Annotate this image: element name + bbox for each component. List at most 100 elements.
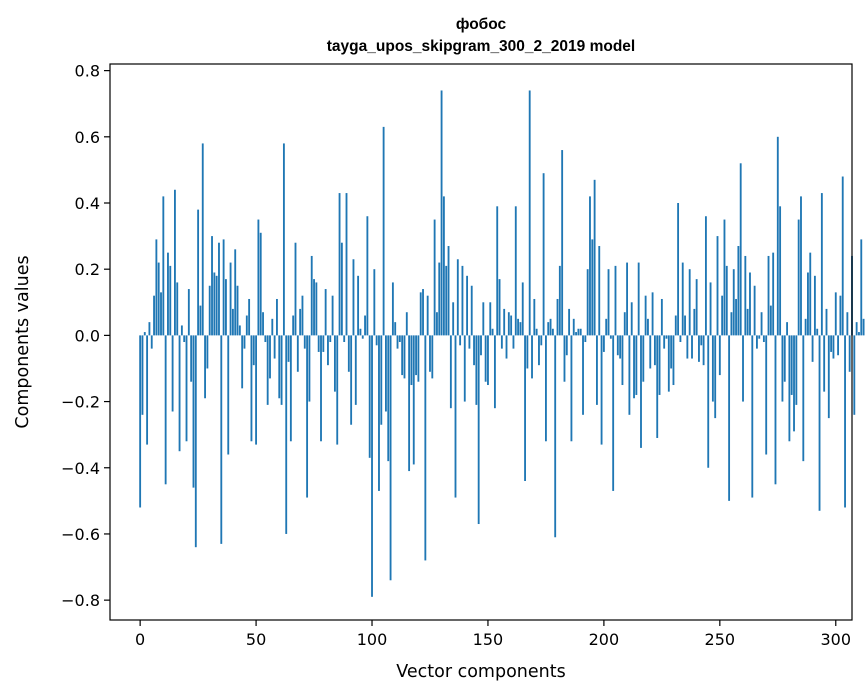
bar xyxy=(642,335,645,382)
bar xyxy=(554,335,557,538)
bar xyxy=(841,176,844,336)
bar xyxy=(375,335,378,346)
bar xyxy=(248,298,251,336)
bar xyxy=(614,265,617,336)
bar xyxy=(473,335,475,366)
bar xyxy=(551,328,554,336)
bar xyxy=(347,335,350,372)
bar xyxy=(769,305,772,336)
bar xyxy=(252,335,255,366)
bar xyxy=(255,335,257,445)
bar xyxy=(526,335,529,369)
bar xyxy=(802,335,805,462)
bar xyxy=(183,335,186,342)
bar xyxy=(702,335,705,366)
bar xyxy=(635,335,638,395)
bar xyxy=(266,335,269,405)
bar xyxy=(139,335,142,508)
bar xyxy=(707,335,710,468)
bar xyxy=(698,335,700,362)
bar xyxy=(310,255,313,336)
bar xyxy=(827,335,830,419)
bar xyxy=(456,259,459,336)
bar xyxy=(545,335,547,442)
bar xyxy=(737,246,740,336)
bar xyxy=(336,335,339,445)
bar xyxy=(373,269,376,336)
bar xyxy=(389,335,392,581)
bar xyxy=(809,252,812,336)
bar xyxy=(378,335,380,491)
bar xyxy=(862,318,865,336)
bar xyxy=(259,232,262,336)
bar xyxy=(352,259,355,336)
bar xyxy=(691,335,693,359)
bar xyxy=(364,315,366,336)
bar xyxy=(797,219,800,336)
bar xyxy=(141,335,144,415)
bar xyxy=(410,335,413,386)
bar xyxy=(287,335,290,362)
bar xyxy=(744,255,747,336)
bar xyxy=(459,335,462,346)
bar xyxy=(616,335,619,356)
y-tick-label: 0.2 xyxy=(75,260,100,279)
bar xyxy=(408,335,411,472)
bar xyxy=(327,335,329,366)
bar xyxy=(728,335,731,501)
bar xyxy=(549,318,552,336)
bar xyxy=(510,315,513,336)
bar xyxy=(514,206,517,336)
bar xyxy=(860,239,863,336)
bar xyxy=(313,279,315,336)
bar xyxy=(470,285,473,336)
bar xyxy=(783,335,786,382)
bar xyxy=(220,335,223,544)
bar xyxy=(800,196,802,336)
bar xyxy=(547,322,550,336)
bar xyxy=(503,308,506,336)
bar xyxy=(206,335,209,369)
bar xyxy=(289,335,292,442)
bar xyxy=(517,318,520,336)
bar xyxy=(167,252,169,336)
bar xyxy=(781,335,784,402)
bar xyxy=(602,335,605,352)
x-tick-label: 250 xyxy=(705,630,736,649)
bar xyxy=(194,335,197,548)
bar xyxy=(807,272,809,336)
bar xyxy=(804,318,807,336)
bar xyxy=(855,322,858,336)
chart-subtitle: tayga_upos_skipgram_300_2_2019 model xyxy=(327,38,635,55)
bar xyxy=(449,335,452,409)
bar xyxy=(742,335,744,402)
bar xyxy=(262,312,264,336)
bar xyxy=(521,282,524,336)
bar xyxy=(461,265,464,336)
bar xyxy=(340,242,343,336)
bar xyxy=(190,335,193,382)
bar xyxy=(257,219,260,336)
bar xyxy=(593,179,596,336)
bar xyxy=(380,335,383,425)
x-tick-label: 50 xyxy=(246,630,266,649)
bar xyxy=(438,262,441,336)
bar xyxy=(563,335,566,382)
bar xyxy=(405,312,408,336)
bar xyxy=(169,265,172,336)
bar xyxy=(215,275,218,336)
bar xyxy=(830,335,833,352)
bar xyxy=(531,335,533,379)
bar xyxy=(299,308,302,336)
bar xyxy=(487,335,489,386)
bar xyxy=(238,325,241,336)
bar xyxy=(533,298,536,336)
bar xyxy=(704,216,707,336)
bar xyxy=(776,136,779,336)
bar xyxy=(607,269,610,336)
bar xyxy=(324,289,327,336)
bar xyxy=(816,328,819,336)
bar xyxy=(739,163,742,336)
bar xyxy=(633,335,635,399)
bar xyxy=(320,335,322,442)
